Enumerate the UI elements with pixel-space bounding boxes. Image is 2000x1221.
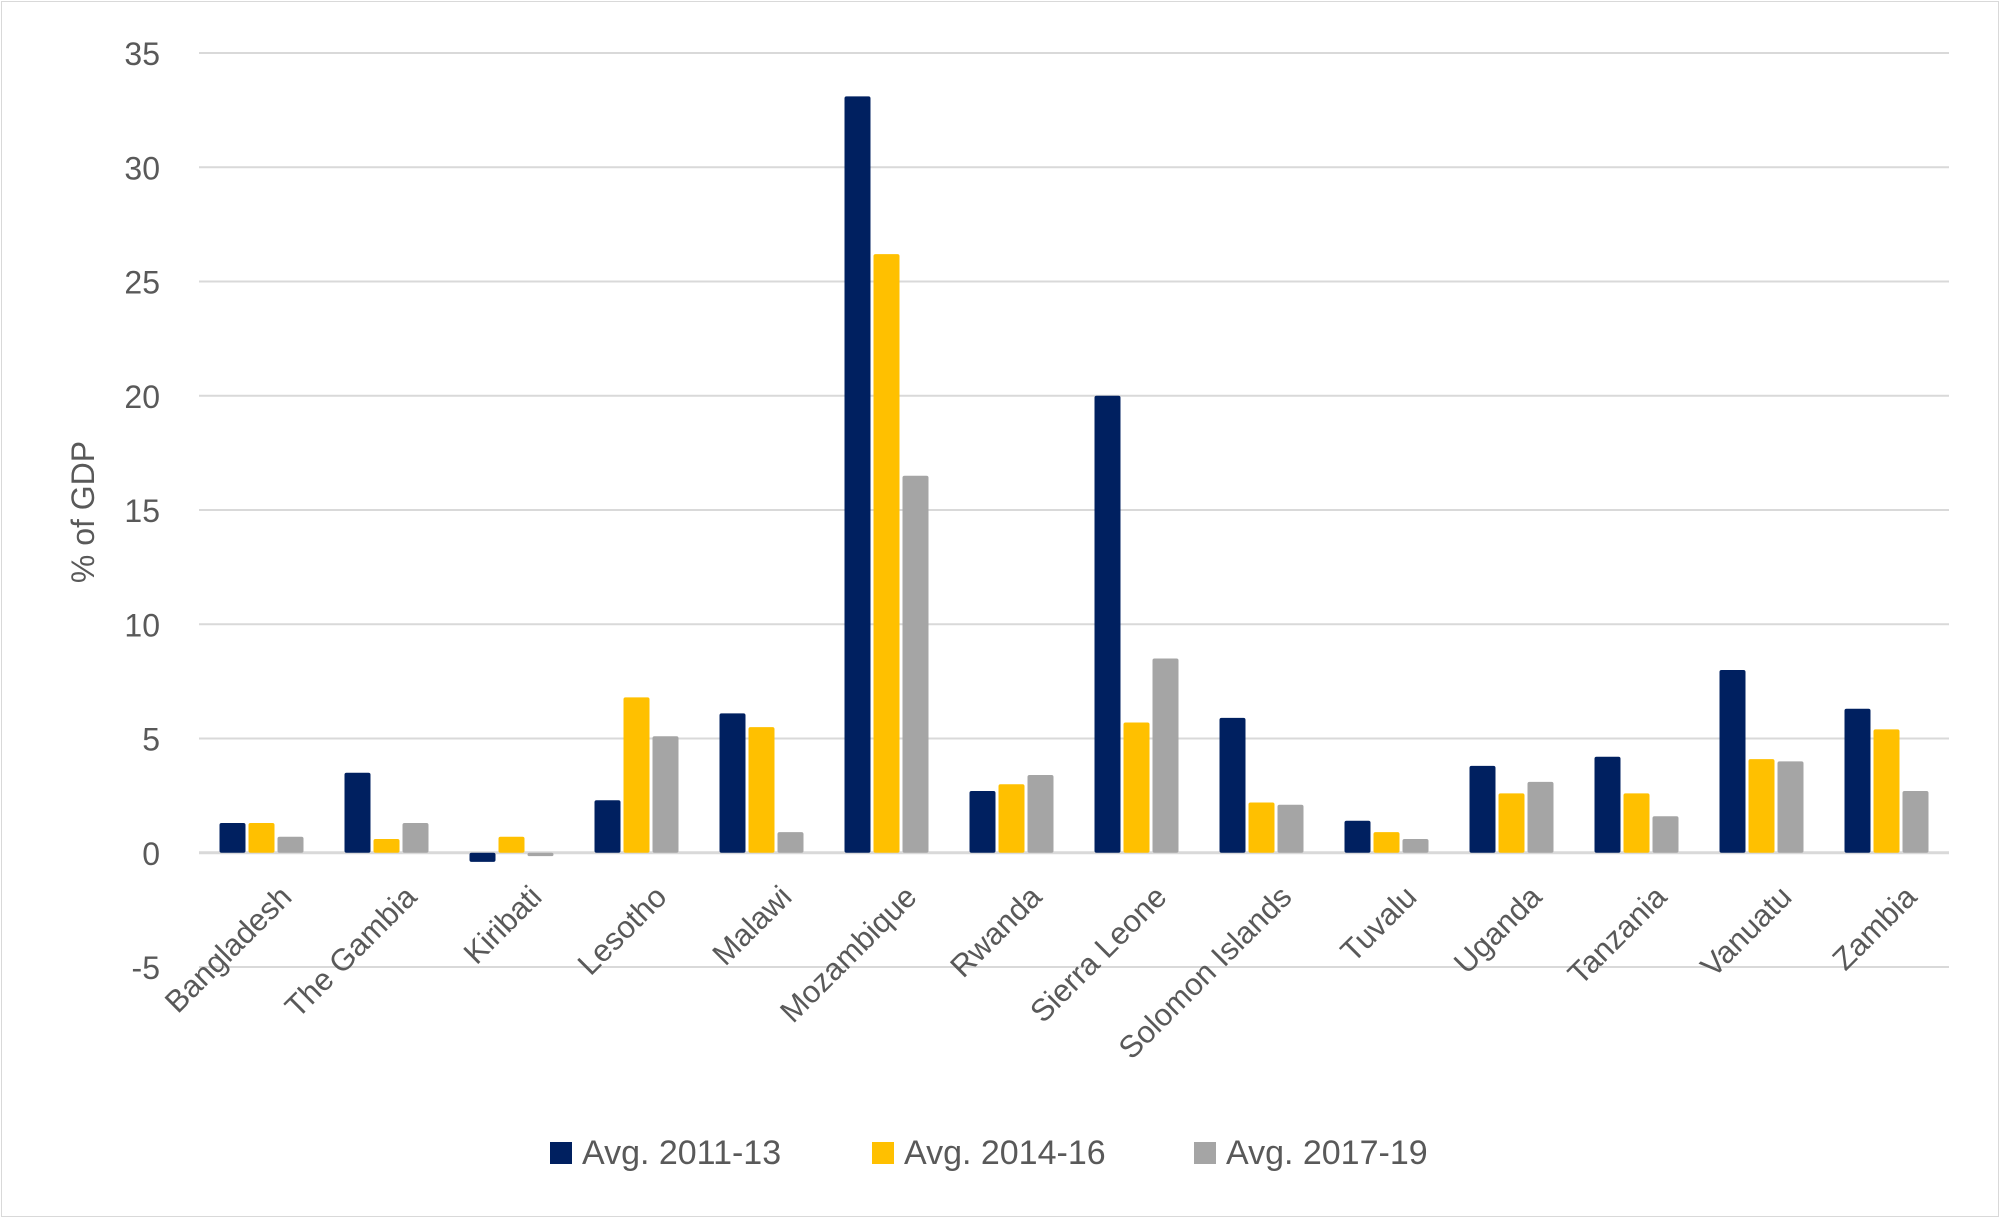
- bar: [1623, 793, 1650, 853]
- bar: [1469, 765, 1496, 853]
- bar: [998, 784, 1025, 853]
- bar: [1498, 793, 1525, 853]
- y-tick-label: 20: [124, 379, 160, 415]
- bar: [219, 823, 246, 853]
- bar: [1123, 722, 1150, 853]
- bar: [1844, 708, 1871, 853]
- bar: [1402, 839, 1429, 853]
- x-tick-label: Zambia: [1826, 878, 1924, 976]
- bar: [748, 727, 775, 853]
- x-tick-label: The Gambia: [278, 878, 424, 1024]
- legend-swatch: [1194, 1142, 1216, 1164]
- legend-label: Avg. 2011-13: [582, 1134, 781, 1172]
- bar: [777, 832, 804, 853]
- y-tick-label: 15: [124, 493, 160, 529]
- bar: [1344, 820, 1371, 853]
- y-tick-label: 25: [124, 265, 160, 301]
- bar: [1248, 802, 1275, 853]
- y-tick-label: 5: [142, 722, 160, 758]
- y-axis-label: % of GDP: [65, 441, 101, 583]
- x-tick-label: Kiribati: [457, 879, 549, 971]
- bar: [1594, 756, 1621, 853]
- bar: [1527, 781, 1554, 853]
- bar: [498, 836, 525, 853]
- gridlines: [199, 52, 1949, 968]
- bar: [1027, 775, 1054, 853]
- legend-swatch: [550, 1142, 572, 1164]
- bar: [344, 772, 371, 853]
- x-tick-label: Malawi: [705, 879, 798, 972]
- bar: [1152, 658, 1179, 853]
- bar: [469, 852, 496, 862]
- bar: [719, 713, 746, 853]
- bar: [623, 697, 650, 853]
- bar: [969, 791, 996, 853]
- y-tick-label: 0: [142, 836, 160, 872]
- bar: [277, 836, 304, 853]
- x-tick-label: Vanuatu: [1694, 879, 1799, 984]
- bar: [1219, 717, 1246, 853]
- y-tick-label: 35: [124, 36, 160, 72]
- bar: [1373, 832, 1400, 853]
- y-tick-label: 30: [124, 150, 160, 186]
- bar: [527, 852, 554, 857]
- legend-label: Avg. 2014-16: [904, 1134, 1106, 1172]
- legend-swatch: [872, 1142, 894, 1164]
- bar: [873, 254, 900, 853]
- bar: [652, 736, 679, 853]
- bar: [1652, 816, 1679, 853]
- bar: [373, 839, 400, 853]
- bars: [219, 96, 1929, 862]
- bar: [402, 823, 429, 853]
- y-tick-label: -5: [132, 950, 160, 986]
- legend-label: Avg. 2017-19: [1226, 1134, 1428, 1172]
- y-tick-label: 10: [124, 607, 160, 643]
- x-tick-label: Tuvalu: [1334, 879, 1424, 969]
- bar: [1777, 761, 1804, 853]
- bar: [1873, 729, 1900, 853]
- bar: [844, 96, 871, 853]
- bar: [1277, 804, 1304, 853]
- bar: [1094, 395, 1121, 853]
- bar: [1719, 669, 1746, 853]
- bar: [1902, 791, 1929, 853]
- y-axis-ticks: -5 0 5 10 15 20 25 30 35: [124, 36, 160, 986]
- bar: [902, 475, 929, 853]
- x-tick-label: Tanzania: [1561, 878, 1674, 991]
- bar: [594, 800, 621, 853]
- bar: [248, 823, 275, 853]
- x-tick-label: Rwanda: [943, 878, 1049, 984]
- x-tick-label: Bangladesh: [158, 879, 299, 1020]
- legend: Avg. 2011-13 Avg. 2014-16 Avg. 2017-19: [550, 1134, 1428, 1172]
- x-tick-label: Uganda: [1447, 878, 1549, 980]
- bar: [1748, 759, 1775, 853]
